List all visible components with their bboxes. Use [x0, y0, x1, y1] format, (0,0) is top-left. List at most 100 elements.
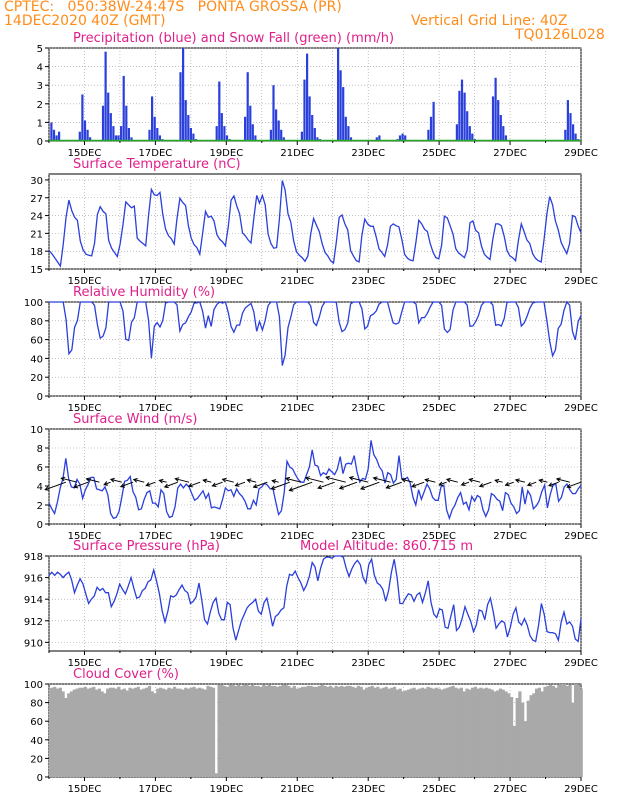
- wind-arrow: [110, 478, 122, 483]
- panel-title: Precipitation (blue) and Snow Fall (gree…: [73, 31, 394, 46]
- precip-bar: [55, 135, 58, 141]
- cloud-bar: [284, 684, 288, 777]
- precip-bar: [311, 115, 314, 141]
- cloud-bar: [537, 687, 541, 777]
- wind-arrow: [425, 479, 436, 483]
- cloud-bar: [309, 685, 313, 777]
- cloud-bar: [393, 686, 397, 777]
- cloud-bar: [167, 687, 171, 777]
- cloud-bar: [195, 688, 199, 777]
- precip-bar: [130, 137, 133, 141]
- cloud-bar: [147, 685, 152, 777]
- cloud-bar: [476, 688, 480, 777]
- wind-arrow: [61, 477, 78, 483]
- precip-bar: [158, 135, 161, 141]
- wind-arrow: [505, 481, 514, 486]
- x-tick-label: 15DEC: [68, 276, 102, 287]
- cloud-bar: [406, 689, 411, 777]
- cloud-bar: [106, 688, 110, 777]
- x-tick-label: 29DEC: [564, 784, 598, 795]
- cloud-bar: [535, 688, 539, 777]
- y-tick-label: 60: [30, 717, 43, 728]
- cloud-bar: [409, 688, 413, 777]
- y-tick-label: 3: [37, 81, 43, 92]
- cloud-bar: [554, 687, 558, 777]
- precip-bar: [218, 81, 221, 141]
- precip-bar: [189, 128, 192, 141]
- x-tick-label: 25DEC: [422, 403, 456, 414]
- cloud-bar: [75, 688, 79, 777]
- cloud-bar: [323, 685, 327, 777]
- y-tick-label: 24: [30, 212, 43, 223]
- plot-frame: [48, 428, 582, 525]
- cloud-bar: [373, 687, 377, 777]
- x-tick-label: 29DEC: [564, 658, 598, 669]
- wind-arrow: [45, 481, 66, 491]
- panel-precip: 0 1 2 3 4 5 15DEC 17DEC 19DEC 21DEC 23DEC 25DEC 27DE…: [37, 31, 598, 159]
- x-tick-label: 27DEC: [493, 658, 527, 669]
- wind-arrow: [305, 477, 324, 483]
- cloud-bar: [223, 685, 227, 777]
- precip-bar: [499, 115, 502, 141]
- y-tick-label: 0: [37, 520, 43, 531]
- y-tick-label: 60: [30, 336, 43, 347]
- cloud-bar: [546, 685, 550, 777]
- y-tick-label: 916: [24, 574, 43, 585]
- x-tick-label: 15DEC: [68, 148, 102, 159]
- cloud-bar: [518, 691, 522, 777]
- y-tick-label: 40: [30, 354, 43, 365]
- cloud-bar: [270, 685, 274, 777]
- precip-bar: [429, 116, 433, 141]
- cloud-bar: [404, 690, 408, 777]
- wind-arrow-head: [538, 478, 544, 484]
- precip-bar: [466, 111, 469, 141]
- wind-arrow: [411, 481, 425, 488]
- wind-arrow: [133, 479, 145, 483]
- precip-bar: [401, 133, 404, 141]
- wind-arrow: [271, 481, 290, 490]
- wind-arrow: [104, 481, 111, 486]
- cloud-bar: [390, 687, 394, 777]
- wind-arrow: [146, 481, 156, 486]
- wind-arrow: [285, 477, 302, 483]
- wind-arrow: [556, 478, 570, 483]
- cloud-bar: [301, 686, 305, 777]
- y-tick-label: 2: [37, 501, 43, 512]
- wind-arrow-head: [145, 482, 151, 487]
- wind-arrow-head: [85, 477, 91, 482]
- wind-arrow: [120, 481, 134, 488]
- x-tick-label: 27DEC: [493, 276, 527, 287]
- cloud-bar: [326, 686, 330, 777]
- cloud-bar: [92, 686, 96, 777]
- precip-bar: [347, 126, 350, 141]
- panel-title: Surface Pressure (hPa): [73, 539, 220, 554]
- cloud-bar: [370, 685, 374, 777]
- cloud-bar: [303, 686, 308, 777]
- y-tick-label: 5: [37, 44, 43, 55]
- cloud-bar: [100, 691, 104, 777]
- cloud-bar: [493, 691, 497, 777]
- precip-bar: [502, 126, 505, 141]
- x-tick-label: 29DEC: [564, 148, 598, 159]
- y-tick-label: 918: [24, 552, 43, 563]
- cloud-bar: [398, 688, 402, 777]
- y-tick-label: 4: [37, 63, 43, 74]
- cloud-bar: [97, 688, 101, 777]
- cloud-bar: [351, 686, 355, 777]
- precip-bar: [427, 129, 430, 141]
- wind-arrow: [325, 476, 346, 483]
- cloud-bar: [237, 684, 241, 777]
- cloud-bar: [440, 689, 444, 777]
- cloud-bar: [562, 684, 567, 777]
- cloud-bar: [56, 688, 60, 777]
- cloud-bar: [128, 687, 132, 777]
- cloud-bar: [543, 686, 547, 777]
- wind-arrow: [212, 481, 223, 487]
- cloud-bar: [415, 689, 419, 777]
- precip-bar: [52, 129, 56, 141]
- precip-bar: [179, 72, 182, 141]
- y-tick-label: 100: [24, 298, 43, 309]
- x-tick-label: 23DEC: [351, 784, 385, 795]
- precip-bar: [192, 133, 195, 141]
- cloud-bar: [523, 721, 528, 777]
